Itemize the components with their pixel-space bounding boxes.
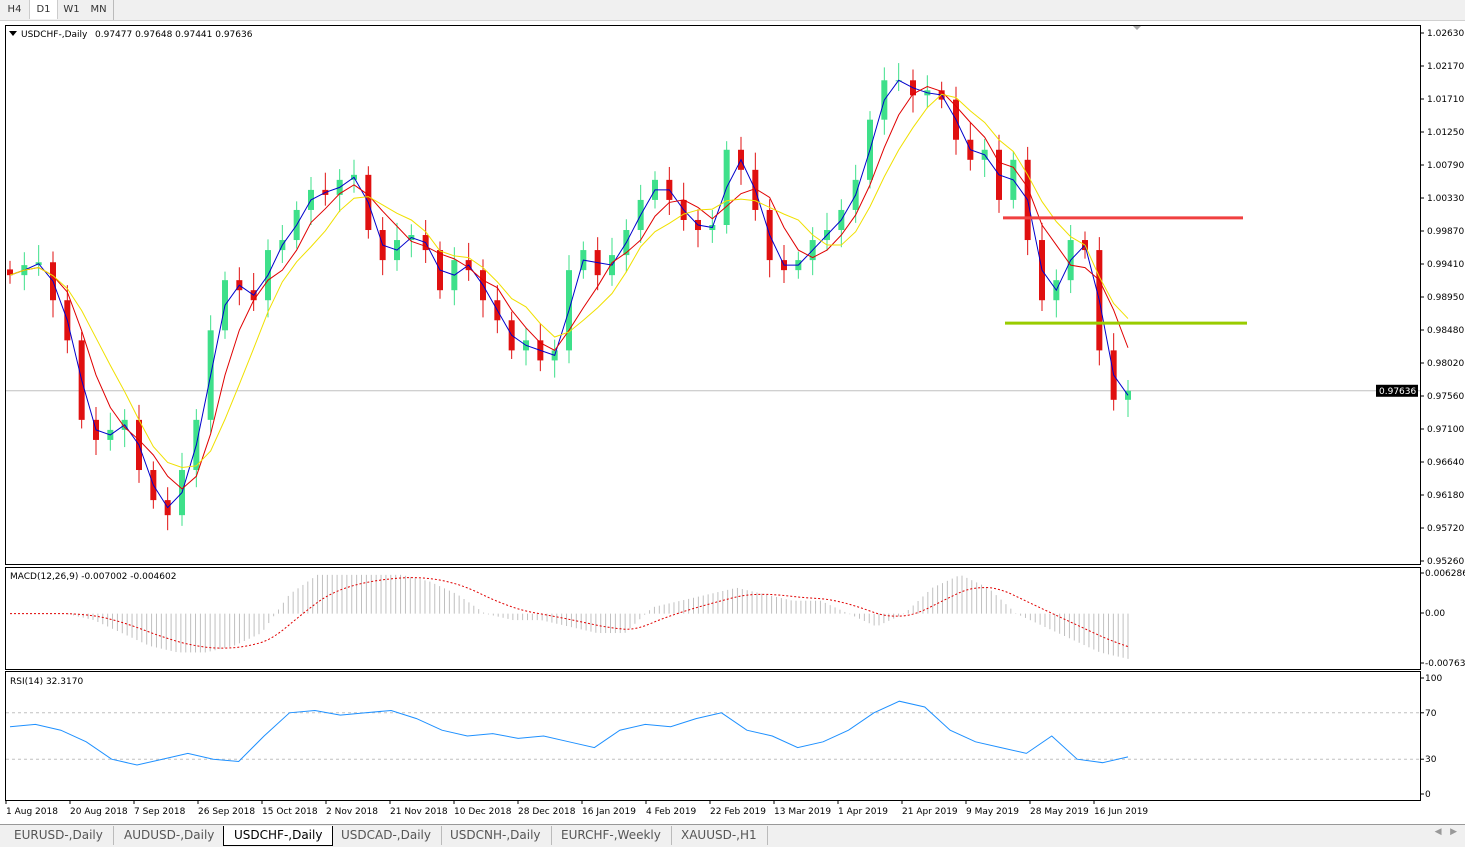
macd-tick-label: 0.006286 — [1425, 569, 1465, 579]
date-label: 28 May 2019 — [1030, 807, 1089, 817]
timeframe-toolbar: H4 D1 W1 MN — [0, 0, 1465, 21]
price-tick-label: 0.99410 — [1427, 260, 1464, 270]
date-label: 21 Nov 2018 — [390, 807, 448, 817]
rsi-label: RSI(14) 32.3170 — [10, 677, 83, 687]
price-tick-label: 1.00330 — [1427, 194, 1464, 204]
date-label: 10 Dec 2018 — [454, 807, 512, 817]
date-label: 4 Feb 2019 — [646, 807, 697, 817]
date-label: 28 Dec 2018 — [518, 807, 576, 817]
date-label: 22 Feb 2019 — [710, 807, 766, 817]
date-label: 20 Aug 2018 — [70, 807, 128, 817]
price-tick-label: 1.02170 — [1427, 62, 1464, 72]
timeframe-h4[interactable]: H4 — [7, 4, 22, 15]
price-tick-label: 0.95260 — [1427, 557, 1464, 567]
price-tick-label: 0.95720 — [1427, 524, 1464, 534]
date-label: 26 Sep 2018 — [198, 807, 255, 817]
macd-signal-line — [10, 577, 1129, 649]
chart-area[interactable]: 1.02630 1.02170 1.01710 1.01250 1.00790 1.003… — [0, 0, 1465, 824]
price-tick-label: 0.98950 — [1427, 293, 1464, 303]
ohlc-values: 0.97477 0.97648 0.97441 0.97636 — [95, 30, 253, 40]
tab-scroll-arrows[interactable]: ◀ ▶ — [1434, 827, 1457, 837]
price-tick-label: 0.97100 — [1427, 425, 1464, 435]
date-label: 7 Sep 2018 — [134, 807, 186, 817]
date-label: 9 May 2019 — [966, 807, 1019, 817]
date-label: 1 Aug 2018 — [6, 807, 58, 817]
divider — [113, 0, 114, 20]
ma-slow-line — [9, 93, 1129, 469]
price-tick-label: 0.97560 — [1427, 392, 1464, 402]
current-price-box — [1376, 384, 1418, 397]
date-label: 1 Apr 2019 — [838, 807, 888, 817]
ma-mid-line — [9, 86, 1129, 490]
timeframe-w1[interactable]: W1 — [63, 4, 80, 15]
chart-shift-marker — [1133, 26, 1141, 30]
chart-tabs: EURUSD-,Daily AUDUSD-,Daily USDCHF-,Dail… — [0, 824, 1465, 847]
rsi-line — [9, 700, 1129, 766]
macd-tick-label: 0.00 — [1425, 609, 1445, 619]
tab-xauusd[interactable]: XAUUSD-,H1 — [671, 826, 768, 845]
price-tick-label: 1.01250 — [1427, 128, 1464, 138]
price-tick-label: 0.98480 — [1427, 326, 1464, 336]
price-pane — [5, 25, 1421, 565]
rsi-tick-label: 30 — [1425, 755, 1437, 765]
date-label: 2 Nov 2018 — [326, 807, 378, 817]
price-tick-label: 0.98020 — [1427, 359, 1464, 369]
rsi-tick-label: 70 — [1425, 709, 1437, 719]
date-label: 21 Apr 2019 — [902, 807, 958, 817]
current-price-label: 0.97636 — [1379, 387, 1416, 397]
ma-fast-line — [9, 79, 1129, 509]
tab-eurusd[interactable]: EURUSD-,Daily — [4, 826, 114, 845]
timeframe-d1[interactable]: D1 — [29, 0, 58, 19]
bear-candle — [7, 269, 13, 276]
tab-eurchf[interactable]: EURCHF-,Weekly — [551, 826, 672, 845]
price-tick-label: 0.99870 — [1427, 227, 1464, 237]
rsi-pane — [5, 671, 1421, 801]
date-label: 13 Mar 2019 — [774, 807, 831, 817]
rsi-tick-label: 100 — [1425, 674, 1442, 684]
tab-usdchf[interactable]: USDCHF-,Daily — [223, 826, 334, 846]
price-tick-label: 0.96640 — [1427, 458, 1464, 468]
macd-label: MACD(12,26,9) -0.007002 -0.004602 — [10, 572, 176, 582]
symbol-header: USDCHF-,Daily — [21, 30, 88, 40]
collapse-triangle-icon[interactable] — [9, 31, 17, 36]
price-tick-label: 1.01710 — [1427, 95, 1464, 105]
tab-usdcad[interactable]: USDCAD-,Daily — [331, 826, 442, 845]
timeframe-mn[interactable]: MN — [90, 4, 107, 15]
tab-audusd[interactable]: AUDUSD-,Daily — [114, 826, 226, 845]
price-tick-label: 1.00790 — [1427, 161, 1464, 171]
tab-usdcnh[interactable]: USDCNH-,Daily — [440, 826, 552, 845]
date-label: 16 Jun 2019 — [1094, 807, 1148, 817]
macd-pane — [5, 567, 1421, 670]
price-tick-label: 1.02630 — [1427, 29, 1464, 39]
date-label: 15 Oct 2018 — [262, 807, 318, 817]
date-label: 16 Jan 2019 — [582, 807, 636, 817]
price-tick-label: 0.96180 — [1427, 491, 1464, 501]
macd-tick-label: -0.007635 — [1425, 659, 1465, 669]
rsi-tick-label: 0 — [1425, 790, 1431, 800]
